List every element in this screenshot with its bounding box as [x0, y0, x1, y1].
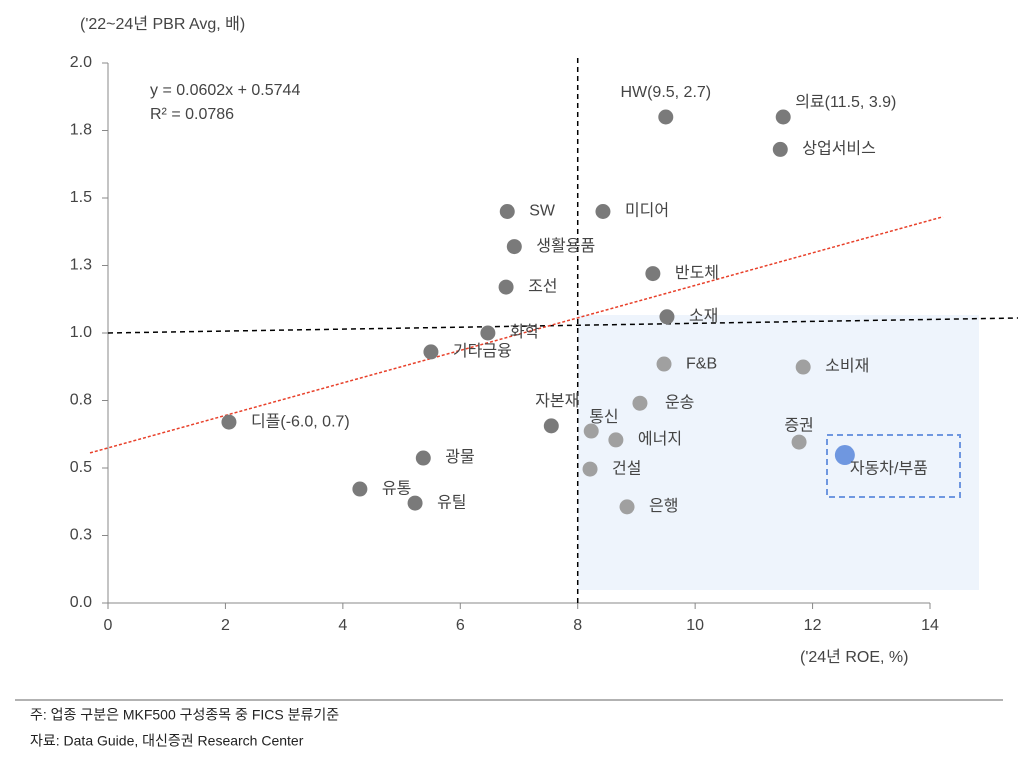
x-tick-label: 0 — [104, 617, 113, 634]
point — [415, 450, 431, 466]
point — [619, 499, 635, 515]
point — [659, 309, 675, 325]
y-tick-label: 1.0 — [70, 324, 92, 341]
point — [795, 359, 811, 375]
x-tick-label: 8 — [573, 617, 582, 634]
point-label: 증권 — [784, 416, 813, 434]
highlight-region — [578, 315, 979, 590]
point-label: 건설 — [612, 459, 641, 477]
point-label: 반도체 — [675, 264, 719, 282]
y-tick-label: 1.8 — [70, 122, 92, 139]
x-tick-label: 12 — [804, 617, 822, 634]
r-squared: R² = 0.0786 — [150, 106, 234, 123]
point-label: 의료(11.5, 3.9) — [795, 93, 896, 111]
point — [656, 356, 672, 372]
point — [407, 495, 423, 511]
point — [658, 109, 674, 125]
x-tick-label: 2 — [221, 617, 230, 634]
point — [772, 141, 788, 157]
point-label: 광물 — [445, 448, 474, 466]
point-label: SW — [529, 203, 556, 220]
point-label: 소비재 — [825, 357, 869, 375]
point — [645, 266, 661, 282]
point-label: 미디어 — [625, 202, 669, 220]
point — [582, 461, 598, 477]
point — [498, 279, 514, 295]
y-tick-label: 1.3 — [70, 257, 92, 274]
x-tick-label: 4 — [338, 617, 347, 634]
highlight-box — [826, 434, 961, 498]
point-label: 화학 — [510, 323, 540, 341]
x-tick-label: 10 — [686, 617, 704, 634]
point — [632, 395, 648, 411]
y-tick-label: 1.5 — [70, 189, 92, 206]
point — [583, 423, 599, 439]
point-label: 상업서비스 — [802, 140, 876, 158]
point-label: 기타금융 — [453, 342, 512, 360]
y-tick-label: 0.0 — [70, 594, 92, 611]
point-label: 운송 — [665, 393, 694, 411]
reference-line-y — [107, 317, 1019, 334]
point-label: 디플(-6.0, 0.7) — [251, 412, 350, 430]
x-axis-label: ('24년 ROE, %) — [800, 648, 908, 666]
note: 주: 업종 구분은 MKF500 구성종목 중 FICS 분류기준 — [30, 707, 339, 723]
point — [595, 204, 611, 219]
x-tick-label: 14 — [921, 617, 939, 634]
point-label: 유틸 — [437, 493, 466, 511]
point — [834, 445, 855, 466]
y-tick-label: 0.8 — [70, 392, 92, 409]
point-label: 통신 — [589, 408, 618, 426]
point-label: 소재 — [689, 307, 718, 325]
point — [506, 239, 522, 255]
point-label: 조선 — [528, 277, 557, 295]
point-label: 생활용품 — [536, 237, 595, 255]
point — [791, 434, 807, 450]
point-label: 은행 — [649, 497, 678, 515]
point — [423, 344, 439, 360]
point-label: 에너지 — [638, 430, 682, 448]
y-tick-label: 0.3 — [70, 527, 92, 544]
point — [499, 204, 515, 219]
source: 자료: Data Guide, 대신증권 Research Center — [30, 733, 304, 749]
y-tick-label: 2.0 — [70, 54, 92, 71]
point — [775, 109, 791, 125]
point-label: F&B — [686, 355, 717, 372]
point-label: 자본재 — [535, 392, 579, 410]
point — [221, 414, 237, 430]
equation: y = 0.0602x + 0.5744 — [150, 82, 300, 99]
y-axis-label: ('22~24년 PBR Avg, 배) — [80, 15, 245, 33]
y-tick-label: 0.5 — [70, 459, 92, 476]
trendline — [89, 216, 944, 454]
x-tick-label: 6 — [456, 617, 465, 634]
point-label: 자동차/부품 — [850, 459, 928, 477]
point — [543, 418, 559, 434]
point — [352, 481, 368, 497]
point-label: HW(9.5, 2.7) — [620, 84, 711, 101]
point — [608, 432, 624, 448]
point — [480, 325, 496, 341]
point-label: 유통 — [382, 479, 411, 497]
